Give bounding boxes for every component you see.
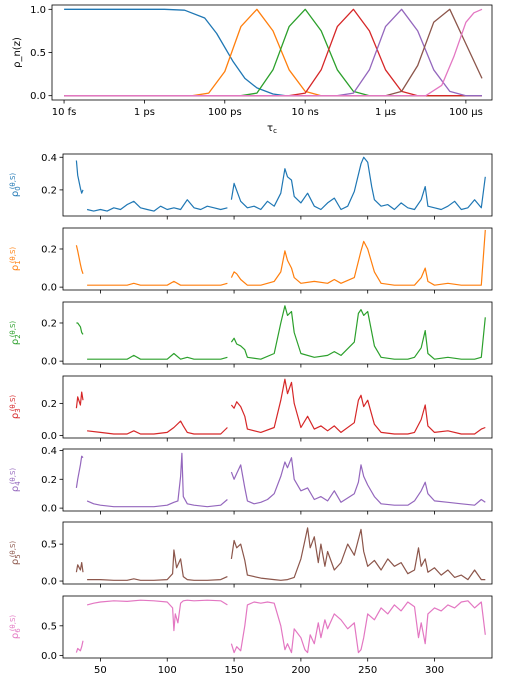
top-ytick-label-0: 0.0 [30, 91, 46, 102]
panel-4: 0.0 0.2 0.4 ρ4(θ,S) [9, 446, 493, 515]
panel-2-line-0 [76, 322, 84, 335]
top-xlabel: τc [267, 123, 277, 135]
panel-6-line-0 [75, 640, 84, 653]
panel-4-ytick-label-0: 0.0 [41, 504, 57, 515]
panel-2-frame [62, 301, 493, 365]
top-series-line-0 [64, 8, 482, 97]
panel-1: 0.0 0.2 ρ1(θ,S) [9, 227, 493, 294]
panel-0-frame [62, 153, 493, 217]
top-xtick-label-4: 1 μs [375, 107, 396, 118]
panel-6-ylabel: ρ6(θ,S) [9, 615, 22, 640]
panel-xtick-label-5: 300 [425, 665, 444, 676]
panel-0-line-0 [75, 160, 84, 194]
panel-xtick-label-3: 200 [291, 665, 310, 676]
panel-6: 50 100 150 200 250 300 0.0 0.5 ρ6(θ,S) [9, 595, 493, 676]
top-series-line-2 [64, 8, 482, 97]
panel-1-ytick-label-1: 0.2 [41, 244, 57, 255]
panel-1-line-0 [75, 245, 84, 274]
panel-5-frame [62, 521, 493, 585]
panel-5-ylabel: ρ5(θ,S) [9, 541, 22, 566]
panel-2: 0.0 0.2 ρ2(θ,S) [9, 301, 493, 368]
panel-3-ytick-label-0: 0.0 [41, 431, 57, 442]
panel-xtick-label-1: 100 [158, 665, 177, 676]
top-series-line-3 [64, 8, 482, 97]
panel-4-ytick-label-2: 0.4 [41, 446, 57, 457]
panel-4-frame [62, 448, 493, 512]
panel-1-ytick-label-0: 0.0 [41, 283, 57, 294]
panel-2-ytick-label-1: 0.2 [41, 318, 57, 329]
panel-2-line-2 [230, 305, 486, 360]
top-series-line-1 [64, 8, 482, 97]
top-xtick-label-5: 100 μs [449, 107, 483, 118]
panel-2-line-1 [87, 352, 228, 360]
panel-6-frame [62, 595, 493, 659]
panel-3-frame [62, 375, 493, 439]
panel-1-frame [62, 227, 493, 291]
top-xtick-label-1: 1 ps [134, 107, 155, 118]
panel-xtick-label-2: 150 [225, 665, 244, 676]
panel-1-ylabel: ρ1(θ,S) [9, 247, 22, 272]
panel-3-line-1 [87, 420, 228, 435]
panel-5-line-0 [75, 562, 84, 573]
top-series-line-5 [64, 8, 483, 97]
top-series-line-4 [64, 8, 482, 97]
panel-4-line-2 [230, 457, 486, 506]
top-xtick-label-0: 10 fs [52, 107, 77, 118]
top-series-line-6 [64, 8, 483, 97]
panel-4-line-1 [86, 452, 228, 508]
panel-3-line-0 [75, 391, 84, 409]
panel-0-line-1 [86, 199, 228, 212]
top-ylabel: ρ_n(z) [12, 37, 23, 68]
panel-xtick-label-0: 50 [94, 665, 107, 676]
panel-3-ylabel: ρ3(θ,S) [9, 395, 22, 420]
panel-1-line-2 [230, 229, 486, 286]
panel-5: 0.0 0.5 ρ5(θ,S) [9, 521, 493, 588]
panel-0-line-2 [230, 156, 486, 211]
panel-xtick-label-4: 250 [358, 665, 377, 676]
panel-5-ytick-label-1: 0.5 [41, 540, 57, 551]
top-ytick-label-2: 1.0 [30, 5, 46, 16]
panel-6-ytick-label-0: 0.0 [41, 651, 57, 662]
top-xtick-label-2: 100 ps [208, 107, 242, 118]
panel-2-ylabel: ρ2(θ,S) [9, 321, 22, 346]
panel-0-ytick-label-0: 0.2 [41, 185, 57, 196]
panel-3-ytick-label-1: 0.2 [41, 399, 57, 410]
top-axes: 10 fs 1 ps 100 ps 10 ns 1 μs 100 μs 0.0 0.5 1.0 ρ… [12, 4, 493, 135]
panel-3-line-2 [230, 378, 486, 435]
panel-6-line-2 [230, 600, 486, 654]
panel-4-ytick-label-1: 0.2 [41, 475, 57, 486]
panel-5-ytick-label-0: 0.0 [41, 577, 57, 588]
panel-0-ytick-label-1: 0.4 [41, 153, 57, 164]
panel-3: 0.0 0.2 ρ3(θ,S) [9, 375, 493, 442]
panel-0-ylabel: ρ0(θ,S) [9, 173, 22, 198]
panel-5-line-1 [87, 549, 228, 581]
top-ytick-label-1: 0.5 [30, 48, 46, 59]
panel-4-line-0 [75, 455, 84, 488]
panel-2-ytick-label-0: 0.0 [41, 357, 57, 368]
top-xtick-label-3: 10 ns [291, 107, 318, 118]
panel-0: 0.2 0.4 ρ0(θ,S) [9, 153, 493, 220]
panel-6-ytick-label-1: 0.5 [41, 621, 57, 632]
panel-4-ylabel: ρ4(θ,S) [9, 468, 22, 493]
panel-5-line-2 [230, 527, 486, 581]
panel-6-line-1 [86, 599, 228, 632]
panel-1-line-1 [87, 280, 228, 286]
